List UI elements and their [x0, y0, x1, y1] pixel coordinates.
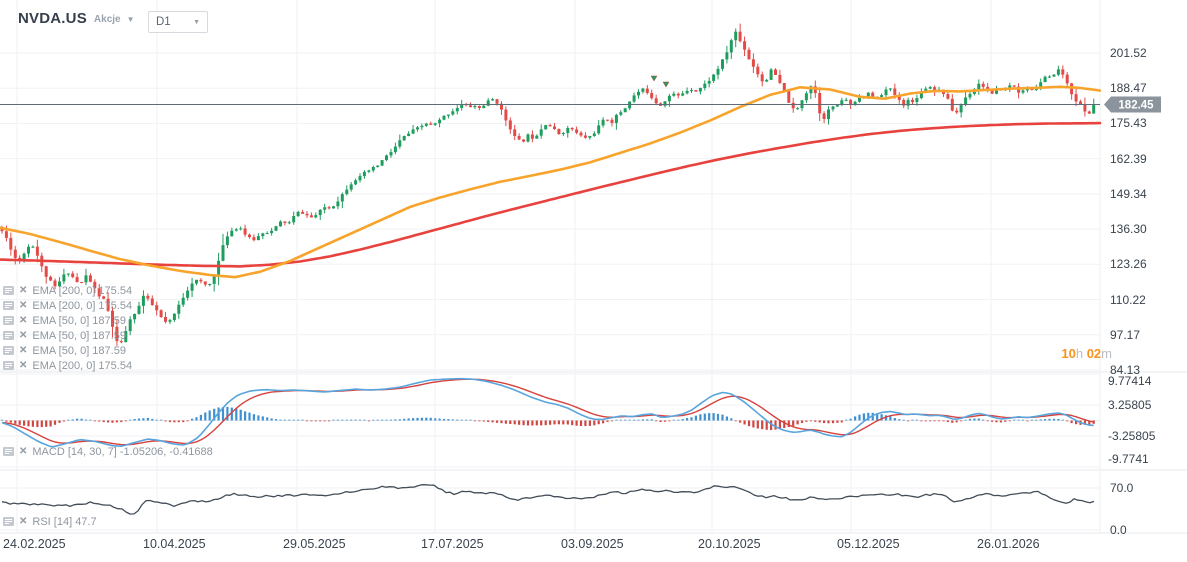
instrument-header: NVDA.US Akcje ▼ [18, 10, 135, 27]
countdown-hours-unit: h [1075, 346, 1084, 361]
timeframe-value: D1 [156, 16, 171, 28]
chevron-down-icon[interactable]: ▼ [126, 15, 135, 24]
candle-countdown: 10h 02m [1040, 346, 1112, 361]
chevron-down-icon: ▼ [193, 18, 200, 26]
instrument-type-label: Akcje [93, 14, 121, 25]
countdown-minutes: 02 [1086, 346, 1102, 361]
svg-text:182.45: 182.45 [1118, 100, 1154, 112]
countdown-minutes-unit: m [1101, 346, 1112, 361]
countdown-hours: 10 [1061, 346, 1076, 361]
symbol-title[interactable]: NVDA.US [18, 10, 87, 27]
timeframe-select[interactable]: D1 ▼ [148, 11, 208, 33]
